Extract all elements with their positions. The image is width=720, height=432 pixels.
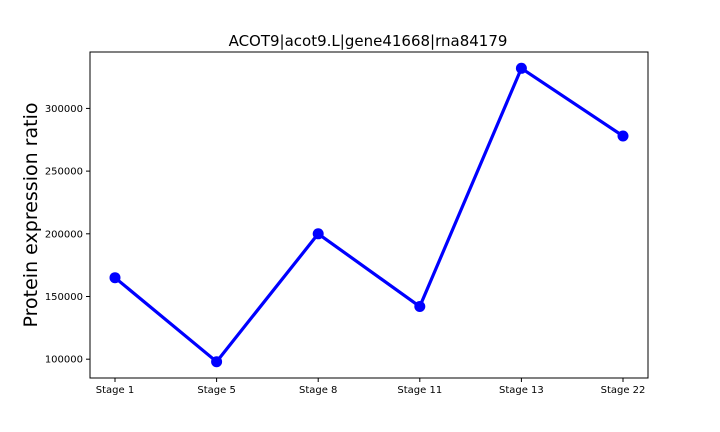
plot-area: [89, 51, 649, 379]
y-tick-label: 150000: [45, 292, 83, 303]
y-tick-label: 250000: [45, 167, 83, 178]
x-tick-label: Stage 11: [397, 385, 442, 396]
data-point-marker: [312, 228, 324, 240]
series-line-group: [109, 62, 629, 368]
x-tick-label: Stage 5: [197, 385, 235, 396]
x-axis: Stage 1 Stage 5 Stage 8 Stage 11 Stage 13 Sta…: [96, 378, 646, 396]
data-point-marker: [211, 356, 223, 368]
data-point-marker: [109, 272, 121, 284]
data-point-marker: [617, 130, 629, 142]
x-tick-label: Stage 1: [96, 385, 134, 396]
y-axis-label: Protein expression ratio: [20, 103, 42, 328]
series-line: [113, 66, 624, 364]
y-axis: 100000 150000 200000 250000 300000: [45, 104, 90, 366]
data-point-marker: [515, 62, 527, 74]
x-tick-label: Stage 8: [299, 385, 337, 396]
y-tick-label: 100000: [45, 355, 83, 366]
x-tick-label: Stage 13: [499, 385, 544, 396]
y-tick-label: 300000: [45, 104, 83, 115]
data-point-marker: [414, 301, 426, 313]
x-tick-label: Stage 22: [601, 385, 646, 396]
chart-title: ACOT9|acot9.L|gene41668|rna84179: [229, 32, 508, 50]
y-tick-label: 200000: [45, 229, 83, 240]
